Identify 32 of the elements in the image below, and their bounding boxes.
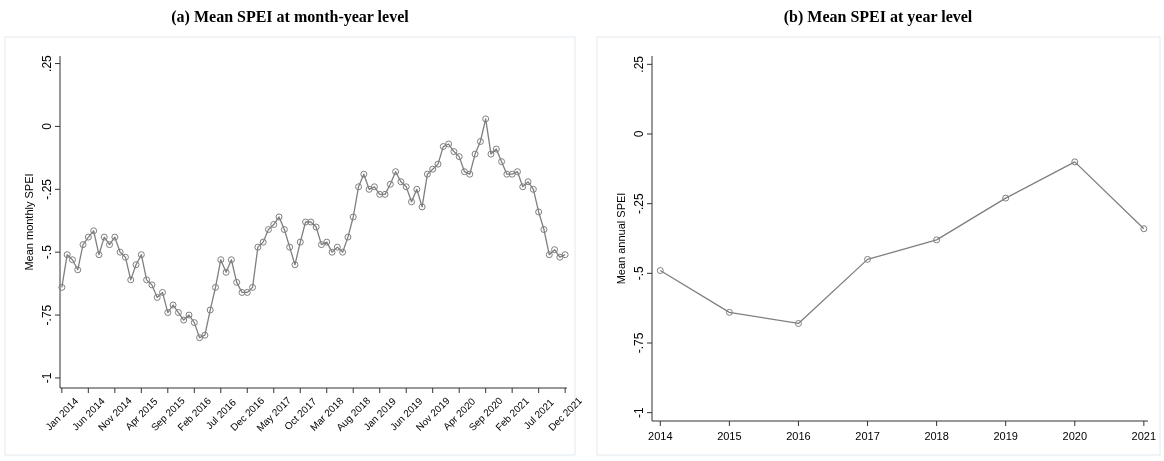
y-tick-label: -.5 <box>632 266 646 281</box>
chart-title: (a) Mean SPEI at month-year level <box>171 8 410 26</box>
y-tick-label: -1 <box>632 406 646 418</box>
y-tick-label: -.25 <box>632 193 646 215</box>
y-tick-label: 0 <box>40 122 54 130</box>
x-tick-label: 2014 <box>648 430 673 442</box>
y-tick-label: -1 <box>40 372 54 384</box>
x-tick-label: 2015 <box>717 430 742 442</box>
y-tick-label: -.75 <box>40 304 54 326</box>
y-tick-label: .25 <box>40 54 54 72</box>
point <box>794 319 802 327</box>
y-tick-label: -.5 <box>40 244 54 260</box>
y-tick-label: -.75 <box>632 332 646 354</box>
point <box>725 308 733 316</box>
chart-title: (b) Mean SPEI at year level <box>783 8 973 26</box>
point <box>1002 194 1010 202</box>
x-tick-label: 2018 <box>924 430 949 442</box>
x-tick-label: 2021 <box>1131 430 1157 442</box>
point <box>864 255 872 263</box>
x-tick-label: 2020 <box>1062 430 1088 442</box>
x-tick-label: 2017 <box>855 430 880 442</box>
point <box>933 236 941 244</box>
point <box>1071 158 1079 166</box>
y-axis-title: Mean annual SPEI <box>615 192 627 285</box>
y-axis-title: Mean monthly SPEI <box>23 173 35 271</box>
y-tick-label: 0 <box>632 130 646 138</box>
point <box>656 267 664 275</box>
point <box>1140 225 1148 233</box>
y-tick-label: .25 <box>632 55 646 73</box>
x-tick-label: 2019 <box>993 430 1018 442</box>
y-tick-label: -.25 <box>40 178 54 200</box>
x-tick-label: 2016 <box>786 430 811 442</box>
